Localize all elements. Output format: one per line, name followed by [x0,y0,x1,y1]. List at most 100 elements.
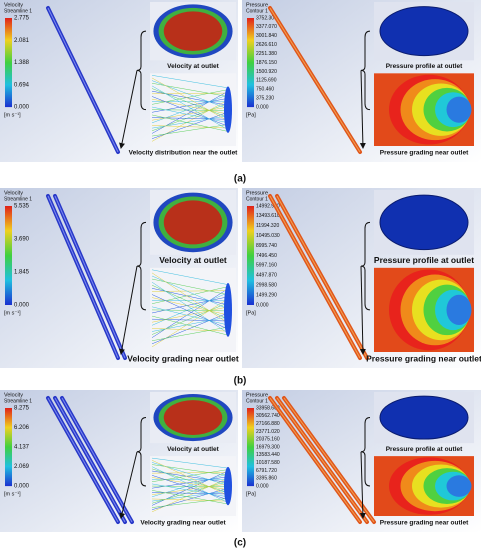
streamline [151,315,229,336]
legend-tick: 13583.440 [256,452,280,458]
legend-tick: 0.000 [256,104,269,110]
legend-tick: 30562.740 [256,413,280,419]
legend-tick: 4.137 [14,445,30,451]
tube-highlight [47,7,119,153]
grading-ring [446,96,472,123]
colorbar [5,408,12,487]
legend-tick: 2.081 [14,38,30,44]
outlet-profile [379,6,469,57]
panel-label: (b) [234,376,247,387]
streamline [151,272,229,324]
outlet-caption: Pressure profile at outlet [386,446,463,453]
legend-unit: [Pa] [246,492,256,498]
tube-highlight [269,397,361,523]
legend-unit: [Pa] [246,113,256,119]
legend-tick: 1.845 [14,270,30,276]
legend-unit: [Pa] [246,310,256,316]
streamline [151,457,229,469]
legend-tick: 23771.020 [256,429,280,435]
legend-tick: 3752.300 [256,15,277,21]
tube-highlight [269,195,361,359]
streamline [151,106,229,123]
outlet-caption: Velocity at outlet [159,255,227,265]
legend-title: Pressure [246,392,268,398]
legend-tick: 2251.380 [256,51,277,57]
streamline [151,124,229,137]
streamline [151,269,229,285]
legend-tick: 7496.450 [256,253,277,259]
outlet-profile-core [163,11,223,51]
grading-ring [446,475,472,497]
streamline [151,306,229,326]
legend-tick: 0.000 [256,302,269,308]
tube-highlight [54,397,126,523]
outlet-face [224,282,232,337]
tube-highlight [269,7,361,153]
streamline [151,75,229,89]
legend-tick: 3.690 [14,237,30,243]
legend-tick: 750.460 [256,87,274,93]
legend-tick: 3377.070 [256,24,277,30]
legend-subtitle: Streamline 1 [4,8,32,14]
colorbar [247,206,254,305]
arrow [119,70,138,149]
legend-subtitle: Streamline 1 [4,398,32,404]
legend-tick: 0.000 [256,483,269,489]
streamline [151,85,229,130]
streamline [151,281,229,334]
legend-tick: 1499.290 [256,292,277,298]
panel-label: (c) [234,538,246,549]
colorbar [247,408,254,487]
legend-tick: 0.000 [14,105,30,111]
legend-title: Velocity [4,392,23,398]
legend-tick: 13493.610 [256,213,280,219]
grading-ring [446,294,472,326]
outlet-caption: Pressure profile at outlet [374,255,474,265]
tube-highlight [276,195,368,359]
streamline [151,475,229,500]
legend-tick: 4497.870 [256,273,277,279]
legend-tick: 5.535 [14,204,30,210]
streamline [151,326,229,341]
legend-tick: 6791.720 [256,468,277,474]
legend-title: Pressure [246,190,268,196]
streamline [151,483,229,498]
legend-unit: [m s⁻¹] [4,492,21,498]
near-caption: Velocity distribution near the outlet [129,150,239,157]
legend-tick: 5997.160 [256,263,277,269]
tube-highlight [276,397,368,523]
legend-tick: 14992.900 [256,203,280,209]
outlet-face [224,466,232,506]
streamline [151,498,229,508]
near-caption: Pressure grading near outlet [380,520,469,527]
streamline [151,125,229,129]
legend-tick: 27166.880 [256,421,280,427]
legend-tick: 1876.150 [256,60,277,66]
legend-title: Velocity [4,2,23,8]
streamline [151,498,229,502]
tube-highlight [61,397,133,523]
outlet-profile-core [163,200,223,245]
streamline [151,466,229,503]
outlet-face [224,86,232,133]
streamline [151,328,229,332]
legend-tick: 0.000 [14,303,30,309]
legend-tick: 0.000 [14,484,30,490]
outlet-profile-core [163,400,223,435]
tube-highlight [47,195,119,359]
colorbar [5,206,12,305]
arrow [359,451,366,519]
legend-tick: 3001.840 [256,33,277,39]
tube-highlight [283,397,375,523]
legend-subtitle: Streamline 1 [4,196,32,202]
legend-tick: 2626.610 [256,42,277,48]
colorbar [5,18,12,108]
outlet-profile [379,194,469,251]
legend-title: Pressure [246,2,268,8]
legend-tick: 375.230 [256,96,274,102]
